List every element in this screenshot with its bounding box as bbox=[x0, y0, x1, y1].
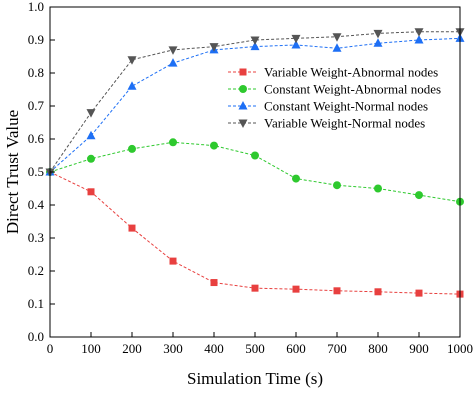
data-point bbox=[250, 41, 260, 51]
legend-label: Constant Weight-Normal nodes bbox=[264, 99, 428, 114]
data-point bbox=[291, 34, 301, 44]
data-point bbox=[332, 33, 342, 42]
x-tick-label: 300 bbox=[163, 341, 183, 356]
data-point bbox=[414, 35, 424, 44]
legend-item: Variable Weight-Normal nodes bbox=[228, 116, 425, 131]
data-point bbox=[128, 144, 136, 153]
data-point bbox=[87, 154, 95, 163]
legend-item: Constant Weight-Abnormal nodes bbox=[228, 82, 441, 97]
legend: Variable Weight-Abnormal nodes Constant W… bbox=[228, 65, 441, 131]
data-point bbox=[168, 46, 178, 55]
data-point bbox=[251, 284, 259, 292]
legend-marker bbox=[239, 68, 247, 76]
x-axis-title: Simulation Time (s) bbox=[187, 369, 323, 388]
x-tick-label: 1000 bbox=[447, 341, 473, 356]
series-line bbox=[49, 141, 461, 203]
y-tick-label: 0.2 bbox=[28, 263, 44, 278]
data-point bbox=[169, 257, 177, 265]
data-point bbox=[292, 174, 300, 183]
y-tick-label: 0.4 bbox=[28, 197, 45, 212]
data-point bbox=[209, 43, 219, 52]
data-point bbox=[169, 138, 177, 147]
x-tick-label: 100 bbox=[81, 341, 101, 356]
x-tick-label: 900 bbox=[409, 341, 429, 356]
legend-label: Constant Weight-Abnormal nodes bbox=[264, 82, 441, 97]
data-point bbox=[415, 289, 423, 297]
series-line bbox=[49, 171, 461, 295]
legend-item: Variable Weight-Abnormal nodes bbox=[228, 65, 438, 80]
legend-label: Variable Weight-Normal nodes bbox=[264, 116, 425, 131]
x-tick-label: 500 bbox=[245, 341, 265, 356]
data-point bbox=[332, 43, 342, 52]
x-tick-label: 400 bbox=[204, 341, 224, 356]
y-tick-label: 0.5 bbox=[28, 164, 44, 179]
data-point bbox=[374, 288, 382, 296]
x-tick-label: 700 bbox=[327, 341, 347, 356]
data-point bbox=[414, 28, 424, 37]
y-tick-label: 0.7 bbox=[28, 98, 45, 113]
x-tick-label: 800 bbox=[368, 341, 388, 356]
legend-marker bbox=[239, 85, 247, 93]
legend-label: Variable Weight-Abnormal nodes bbox=[264, 65, 438, 80]
series-1 bbox=[46, 168, 464, 298]
y-tick-label: 0.3 bbox=[28, 230, 44, 245]
data-point bbox=[333, 287, 341, 295]
y-tick-label: 0.9 bbox=[28, 32, 44, 47]
data-point bbox=[127, 56, 137, 65]
data-point bbox=[210, 141, 218, 150]
legend-marker bbox=[238, 101, 248, 110]
y-tick-label: 0.1 bbox=[28, 296, 44, 311]
series-4 bbox=[45, 28, 465, 177]
axes-layer: 0 100 200 300 400 500 600 700 800 900 1000 0.0 0.1 0.… bbox=[28, 0, 473, 356]
x-tick-label: 600 bbox=[286, 341, 306, 356]
data-point bbox=[373, 38, 383, 47]
data-point bbox=[86, 130, 96, 140]
data-point bbox=[333, 181, 341, 190]
data-point bbox=[292, 285, 300, 293]
series-line bbox=[49, 31, 460, 173]
data-point bbox=[127, 81, 137, 90]
data-point bbox=[251, 151, 259, 160]
data-point bbox=[415, 191, 423, 200]
legend-marker bbox=[238, 119, 248, 128]
y-axis-title: Direct Trust Value bbox=[3, 110, 22, 234]
series-2 bbox=[46, 138, 464, 206]
x-tick-label: 0 bbox=[47, 341, 54, 356]
y-tick-label: 0.8 bbox=[28, 65, 44, 80]
data-point bbox=[210, 279, 218, 287]
data-point bbox=[374, 184, 382, 193]
data-point bbox=[250, 36, 260, 45]
y-tick-label: 0.0 bbox=[28, 329, 44, 344]
y-tick-label: 0.6 bbox=[28, 131, 45, 146]
legend-item: Constant Weight-Normal nodes bbox=[228, 99, 428, 114]
data-point bbox=[87, 188, 95, 196]
data-point bbox=[373, 29, 383, 39]
data-point bbox=[291, 39, 301, 49]
series-layer bbox=[45, 28, 465, 298]
data-point bbox=[128, 224, 136, 232]
x-tick-label: 200 bbox=[122, 341, 142, 356]
data-point bbox=[86, 109, 96, 118]
y-tick-label: 1.0 bbox=[28, 0, 44, 14]
data-point bbox=[168, 58, 178, 67]
